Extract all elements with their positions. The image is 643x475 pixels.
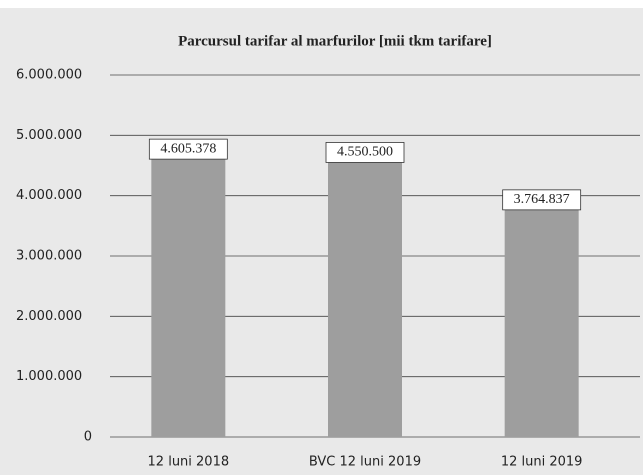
value-label-box <box>325 142 405 163</box>
y-tick-label: 4.000.000 <box>16 188 82 203</box>
x-tick-label: BVC 12 luni 2019 <box>309 455 421 470</box>
bar <box>504 209 579 437</box>
x-tick-label: 12 luni 2018 <box>148 455 230 470</box>
value-label-box <box>148 138 228 160</box>
bar <box>328 162 402 437</box>
value-label: 3.764.837 <box>514 192 570 207</box>
value-label-box <box>502 189 582 211</box>
y-tick-label: 1.000.000 <box>16 369 82 384</box>
value-label: 4.605.378 <box>160 141 216 156</box>
top-strip <box>0 0 643 8</box>
x-tick-label: 12 luni 2019 <box>501 455 583 470</box>
y-tick-label: 5.000.000 <box>16 128 82 143</box>
y-tick-label: 0 <box>84 430 92 445</box>
y-tick-label: 2.000.000 <box>16 309 82 324</box>
value-label: 4.550.500 <box>337 145 393 160</box>
chart-title: Parcursul tarifar al marfurilor [mii tkm… <box>178 33 492 49</box>
y-tick-label: 3.000.000 <box>16 249 82 264</box>
y-tick-label: 6.000.000 <box>16 68 82 83</box>
bar <box>151 159 226 437</box>
